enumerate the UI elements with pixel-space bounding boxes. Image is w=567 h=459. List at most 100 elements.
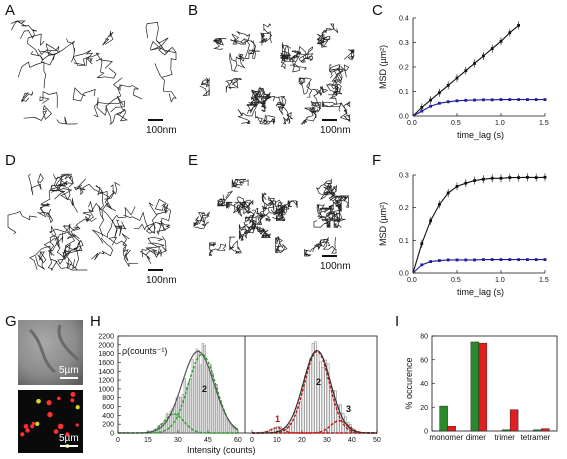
- bar-tetramer-0: [533, 429, 542, 432]
- histogram-bar: [179, 397, 182, 434]
- trajectory: [17, 61, 47, 89]
- histogram-bar: [291, 420, 295, 434]
- histogram-bar: [319, 361, 322, 434]
- trajectory: [274, 236, 288, 254]
- histogram-bar: [221, 410, 224, 434]
- x-tick-label: 40: [348, 437, 356, 444]
- trajectory: [217, 190, 234, 207]
- data-point: [508, 98, 512, 101]
- trajectory: [338, 101, 351, 123]
- trajectory-panel-b: [199, 23, 356, 125]
- histogram-bar: [201, 343, 204, 434]
- x-tick-label: 0.5: [451, 277, 461, 284]
- trajectory: [93, 100, 125, 118]
- trajectory: [300, 107, 317, 125]
- data-point: [438, 259, 441, 262]
- y-tick-label: 20: [420, 405, 428, 412]
- fluorescent-spot: [57, 396, 61, 401]
- x-tick-label: 0: [116, 437, 120, 444]
- y-tick-label: 0: [110, 431, 114, 438]
- category-label: tetramer: [521, 433, 551, 442]
- trajectory: [316, 33, 329, 48]
- oligomer-bar-chart-i: 0 20 40 60 80 monomer dimer trimer tetramer % occ…: [404, 334, 558, 442]
- trajectory: [261, 32, 273, 46]
- trajectory: [73, 52, 113, 69]
- h-xlabel: Intensity (counts): [187, 445, 256, 455]
- y-tick-label: 40: [420, 381, 428, 388]
- trajectory: [237, 104, 258, 124]
- trajectory: [255, 207, 271, 225]
- fluorescent-spot: [23, 424, 29, 429]
- panel-label-b: B: [188, 2, 198, 19]
- trajectory: [139, 247, 157, 265]
- histogram-bar: [195, 348, 198, 434]
- panel-label-d: D: [5, 152, 16, 169]
- histogram-bar: [299, 401, 302, 434]
- trajectory: [108, 236, 131, 262]
- trajectory: [304, 243, 322, 257]
- y-axis-label: % occurence: [404, 357, 414, 409]
- trajectory: [70, 215, 97, 245]
- y-tick-label: 80: [420, 334, 428, 341]
- panel-label-i: I: [395, 313, 399, 330]
- histogram-bar: [187, 381, 190, 434]
- trajectory: [102, 202, 136, 222]
- y-tick-label: 0.0: [399, 271, 409, 278]
- x-tick-label: 10: [273, 437, 281, 444]
- trajectory: [29, 233, 59, 270]
- histogram-bar: [183, 378, 186, 434]
- fluorescent-spot: [25, 428, 30, 433]
- trajectory: [50, 184, 73, 201]
- histogram-bar: [165, 413, 168, 434]
- cell-edge-shape: [28, 324, 80, 374]
- category-label: trimer: [495, 433, 516, 442]
- histogram-bar: [314, 341, 317, 434]
- trajectory: [116, 95, 128, 122]
- histogram-frame: [117, 335, 378, 434]
- trajectory: [35, 251, 47, 270]
- trajectory: [259, 23, 271, 43]
- trajectory: [91, 237, 114, 261]
- histogram-bar: [341, 412, 345, 434]
- trajectory: [212, 38, 227, 50]
- y-tick-label: 2200: [98, 334, 114, 341]
- trajectory: [327, 75, 338, 96]
- histogram-bar: [225, 418, 228, 434]
- trajectory: [279, 54, 301, 73]
- trajectory: [71, 49, 94, 63]
- histogram-bar: [301, 384, 305, 434]
- trajectory: [251, 86, 264, 102]
- trajectory: [229, 236, 242, 254]
- trajectory: [236, 196, 254, 214]
- trajectory: [50, 179, 68, 190]
- data-point: [420, 109, 424, 113]
- trajectory: [154, 220, 171, 236]
- category-label: dimer: [466, 433, 486, 442]
- histogram-bar: [181, 394, 184, 434]
- y-tick-label: 0.3: [399, 173, 409, 180]
- trajectory: [315, 178, 333, 196]
- trajectory: [226, 201, 243, 217]
- fluorescent-spot: [70, 391, 76, 397]
- trajectory: [56, 232, 67, 265]
- panel-label-a: A: [5, 2, 15, 19]
- histogram-bar: [339, 404, 342, 434]
- fluorescent-spot: [65, 432, 70, 437]
- trajectory: [66, 38, 93, 67]
- trajectory: [150, 37, 171, 56]
- histogram-bar: [193, 366, 196, 434]
- bar-trimer-1: [509, 409, 519, 432]
- trajectory: [95, 58, 117, 79]
- histogram-bar: [223, 412, 226, 434]
- y-tick-label: 0.3: [399, 40, 409, 47]
- fluorescent-spot: [20, 432, 25, 437]
- trajectory: [145, 236, 167, 255]
- trajectory: [321, 23, 339, 40]
- fluorescent-spot: [75, 423, 79, 427]
- histogram-bar: [169, 410, 172, 434]
- scale-label-g-bottom: 5µm: [59, 433, 79, 444]
- fluorescent-spot: [36, 398, 41, 404]
- trajectory: [105, 106, 126, 125]
- trajectory-panel-a: [10, 20, 177, 125]
- trajectory: [28, 173, 44, 196]
